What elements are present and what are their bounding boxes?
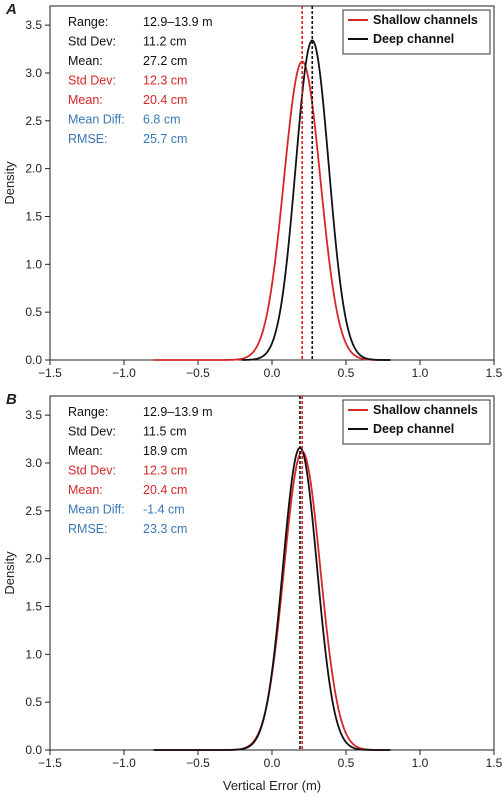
y-tick-label: 1.0 <box>25 257 42 271</box>
y-tick-label: 1.5 <box>25 599 42 613</box>
stat-label: Std Dev: <box>68 35 116 49</box>
x-tick-label: −1.0 <box>112 756 136 770</box>
y-tick-label: 2.5 <box>25 504 42 518</box>
y-axis-title: Density <box>2 161 17 205</box>
x-axis-title: Vertical Error (m) <box>223 778 321 793</box>
stat-value: 12.9–13.9 m <box>143 405 213 419</box>
chart-panel-b: B −1.5 −1.0 −0.5 0.0 0.5 1.0 1.5 0.0 0.5 1.0 1.5 2.0… <box>2 391 502 793</box>
legend-box <box>342 9 491 55</box>
stat-label: RMSE: <box>68 522 108 536</box>
y-tick-label: 0.5 <box>25 305 42 319</box>
x-tick-label: 0.5 <box>338 756 355 770</box>
stat-label: RMSE: <box>68 132 108 146</box>
y-tick-label: 3.0 <box>25 66 42 80</box>
stat-value: 12.3 cm <box>143 74 187 88</box>
y-tick-label: 0.0 <box>25 353 42 367</box>
stat-label: Mean: <box>68 54 103 68</box>
stat-value: 6.8 cm <box>143 113 181 127</box>
x-tick-label: −1.5 <box>38 756 62 770</box>
plot-frame <box>49 395 495 751</box>
y-axis-title: Density <box>2 551 17 595</box>
legend-entry: Shallow channels <box>373 13 478 27</box>
x-tick-label: −1.5 <box>38 366 62 380</box>
density-curve-shallow <box>153 60 391 361</box>
density-curve-deep <box>153 446 391 751</box>
x-tick-label: −1.0 <box>112 366 136 380</box>
stat-value: 11.2 cm <box>143 35 187 49</box>
y-tick-label: 2.0 <box>25 162 42 176</box>
panel-label: B <box>6 391 17 408</box>
stat-label: Mean: <box>68 93 103 107</box>
stat-value: 20.4 cm <box>143 483 187 497</box>
density-curve-shallow <box>153 450 391 751</box>
stat-label: Range: <box>68 15 108 29</box>
x-tick-label: 1.5 <box>486 756 502 770</box>
stat-value: 20.4 cm <box>143 93 187 107</box>
stat-value: 11.5 cm <box>143 425 187 439</box>
y-tick-label: 2.0 <box>25 552 42 566</box>
stat-value: 25.7 cm <box>143 132 187 146</box>
stat-value: -1.4 cm <box>143 503 185 517</box>
density-curve-deep <box>242 39 391 361</box>
plot-frame <box>49 5 495 361</box>
legend-box <box>342 399 491 445</box>
x-tick-label: 0.0 <box>264 366 281 380</box>
stat-label: Mean Diff: <box>68 503 125 517</box>
x-tick-label: 1.5 <box>486 366 502 380</box>
panel-label: A <box>5 1 17 18</box>
stat-label: Std Dev: <box>68 425 116 439</box>
stat-label: Range: <box>68 405 108 419</box>
stat-value: 12.9–13.9 m <box>143 15 213 29</box>
stat-value: 23.3 cm <box>143 522 187 536</box>
x-tick-label: 0.0 <box>264 756 281 770</box>
legend-entry: Shallow channels <box>373 403 478 417</box>
stat-label: Mean Diff: <box>68 113 125 127</box>
stat-label: Mean: <box>68 444 103 458</box>
y-tick-label: 3.5 <box>25 408 42 422</box>
x-tick-label: 1.0 <box>412 366 429 380</box>
y-tick-label: 3.5 <box>25 18 42 32</box>
legend: Shallow channels Deep channel <box>342 9 491 55</box>
y-tick-label: 2.5 <box>25 114 42 128</box>
x-tick-label: −0.5 <box>186 366 210 380</box>
stat-label: Std Dev: <box>68 464 116 478</box>
y-tick-label: 1.0 <box>25 647 42 661</box>
stat-label: Mean: <box>68 483 103 497</box>
stat-value: 12.3 cm <box>143 464 187 478</box>
y-tick-label: 0.5 <box>25 695 42 709</box>
stat-value: 18.9 cm <box>143 444 187 458</box>
y-tick-label: 0.0 <box>25 743 42 757</box>
x-tick-label: −0.5 <box>186 756 210 770</box>
y-tick-label: 1.5 <box>25 209 42 223</box>
x-tick-label: 1.0 <box>412 756 429 770</box>
chart-panel-a: A −1.5 −1.0 −0.5 0.0 0.5 1.0 1.5 0.0 0.5 1.0 1.5 2.0… <box>2 1 502 380</box>
stat-label: Std Dev: <box>68 74 116 88</box>
y-tick-label: 3.0 <box>25 456 42 470</box>
x-tick-label: 0.5 <box>338 366 355 380</box>
legend: Shallow channels Deep channel <box>342 399 491 445</box>
stat-value: 27.2 cm <box>143 54 187 68</box>
legend-entry: Deep channel <box>373 32 454 46</box>
legend-entry: Deep channel <box>373 422 454 436</box>
